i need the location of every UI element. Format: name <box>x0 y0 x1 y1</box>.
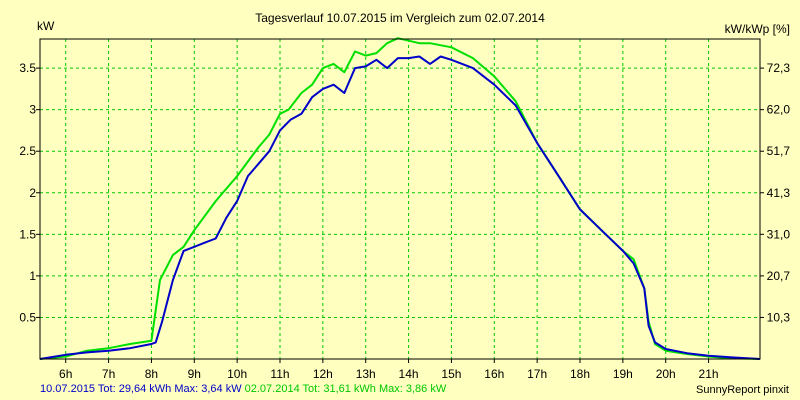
legend-series-1: 10.07.2015 Tot: 29,64 kWh Max: 3,64 kW <box>40 383 242 395</box>
x-tick-label-4: 10h <box>227 367 247 381</box>
plot-area <box>40 39 760 359</box>
x-tick-label-3: 9h <box>188 367 201 381</box>
x-tick-label-5: 11h <box>270 367 289 381</box>
plot-frame <box>39 38 761 360</box>
legend-footer: 10.07.2015 Tot: 29,64 kWh Max: 3,64 kW 0… <box>40 383 446 395</box>
y-right-tick-label-4: 51,7 <box>767 144 791 158</box>
y-left-tick-label-1: 1 <box>29 269 36 283</box>
x-tick-label-1: 7h <box>102 367 115 381</box>
x-tick-label-13: 19h <box>613 367 633 381</box>
series-line-1 <box>39 55 761 360</box>
y-right-tick-label-3: 41,3 <box>767 186 791 200</box>
x-tick-label-0: 6h <box>59 367 72 381</box>
x-tick-label-15: 21h <box>699 367 719 381</box>
y-right-tick-label-0: 10,3 <box>767 310 791 324</box>
y-left-tick-label-6: 3.5 <box>19 61 36 75</box>
y-left-tick-label-5: 3 <box>29 103 36 117</box>
y-left-tick-label-3: 2 <box>29 186 36 200</box>
y-axis-right-label: kW/kWp [%] <box>724 22 790 36</box>
x-tick-label-10: 16h <box>484 367 504 381</box>
chart-title: Tagesverlauf 10.07.2015 im Vergleich zum… <box>255 11 545 25</box>
x-axis-ticks: 6h 7h 8h 9h 10h 11h 12h 13h 14h 15h 16h 17h 18h 19h 20… <box>59 359 719 381</box>
credit-text: SunnyReport pinxit <box>696 384 789 396</box>
x-tick-label-12: 18h <box>570 367 590 381</box>
legend-series-2: 02.07.2014 Tot: 31,61 kWh Max: 3,86 kW <box>244 383 447 395</box>
y-left-tick-label-4: 2.5 <box>19 144 36 158</box>
series-group <box>39 37 761 360</box>
y-right-tick-label-1: 20,7 <box>767 269 791 283</box>
x-tick-label-11: 17h <box>527 367 547 381</box>
y-axis-left-ticks: 0.5 1 1.5 2 2.5 3 3.5 <box>19 61 40 324</box>
x-tick-label-14: 20h <box>656 367 676 381</box>
x-tick-label-8: 14h <box>399 367 419 381</box>
x-tick-label-9: 15h <box>441 367 461 381</box>
x-tick-label-6: 12h <box>313 367 333 381</box>
series-line-2 <box>39 37 761 360</box>
y-right-tick-label-5: 62,0 <box>767 103 791 117</box>
y-left-tick-label-2: 1.5 <box>19 227 36 241</box>
y-axis-left-label: kW <box>37 19 55 33</box>
x-tick-label-7: 13h <box>356 367 376 381</box>
y-right-tick-label-2: 31,0 <box>767 227 791 241</box>
y-left-tick-label-0: 0.5 <box>19 310 36 324</box>
y-right-tick-label-6: 72,3 <box>767 61 791 75</box>
x-tick-label-2: 8h <box>145 367 158 381</box>
y-axis-right-ticks: 10,3 20,7 31,0 41,3 51,7 62,0 72,3 <box>760 61 790 324</box>
grid <box>40 39 760 359</box>
